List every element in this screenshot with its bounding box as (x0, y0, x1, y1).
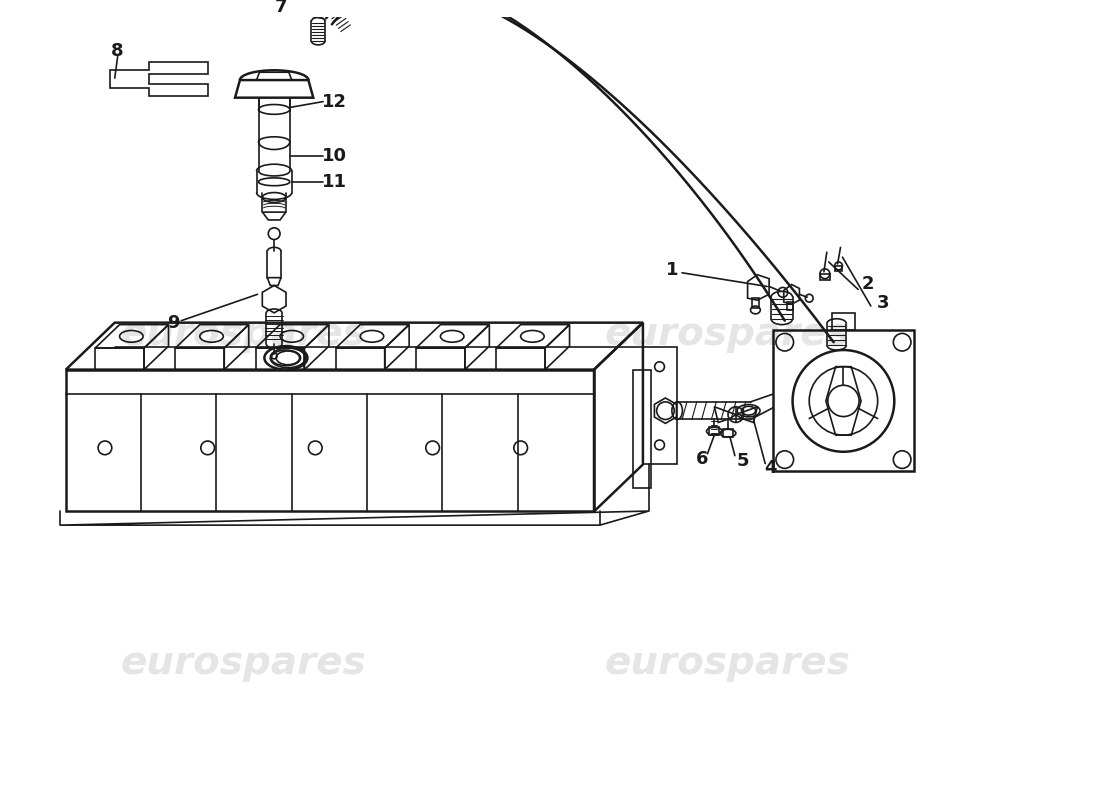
Text: 4: 4 (763, 459, 777, 478)
Text: 11: 11 (322, 173, 348, 191)
Text: eurospares: eurospares (121, 644, 366, 682)
Text: 1: 1 (666, 261, 679, 279)
Text: 3: 3 (877, 294, 889, 312)
Text: 12: 12 (322, 93, 348, 110)
Bar (832, 313, 855, 330)
Text: 10: 10 (322, 147, 348, 166)
Text: eurospares: eurospares (605, 315, 850, 354)
Text: 7: 7 (275, 0, 287, 16)
Text: 8: 8 (111, 42, 124, 60)
Text: eurospares: eurospares (121, 315, 366, 354)
Text: 9: 9 (167, 314, 179, 332)
Text: 5: 5 (736, 451, 749, 470)
Text: 6: 6 (696, 450, 708, 468)
Bar (634, 370, 651, 488)
Text: 2: 2 (861, 274, 875, 293)
Text: eurospares: eurospares (605, 644, 850, 682)
